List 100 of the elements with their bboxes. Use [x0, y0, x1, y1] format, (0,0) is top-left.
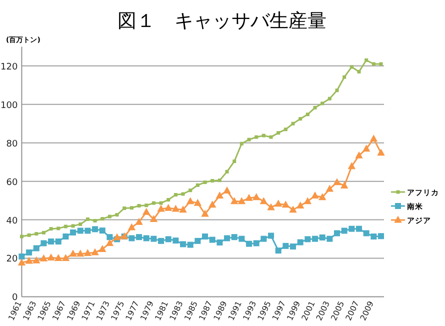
point [27, 233, 31, 237]
point [188, 188, 192, 192]
x-tick-label: 1963 [21, 300, 38, 322]
point [341, 228, 348, 234]
point [25, 256, 33, 264]
x-tick-label: 1999 [285, 300, 302, 322]
point [93, 218, 97, 222]
point [64, 224, 68, 228]
point [49, 227, 53, 231]
point [210, 178, 214, 182]
point [232, 160, 236, 164]
x-tick-label: 1989 [212, 300, 229, 322]
x-tick-label: 1969 [65, 300, 82, 322]
point [113, 233, 121, 240]
point [216, 239, 223, 246]
point [297, 239, 304, 246]
y-tick-label: 20 [6, 254, 18, 265]
point [164, 204, 172, 211]
point [78, 222, 82, 226]
point [289, 206, 297, 213]
point [159, 201, 163, 205]
point [269, 135, 273, 139]
point [296, 202, 304, 209]
point [312, 236, 318, 242]
point [136, 234, 142, 240]
y-tick-label: 100 [0, 100, 18, 111]
point [304, 197, 312, 204]
x-tick-label: 2003 [314, 300, 332, 322]
point [218, 178, 222, 182]
point [350, 65, 354, 69]
point [174, 193, 178, 197]
point [247, 138, 251, 142]
point [318, 193, 326, 200]
y-tick-label: 40 [6, 216, 18, 226]
point [56, 226, 60, 230]
point [152, 201, 156, 205]
point [326, 184, 334, 192]
point [284, 128, 288, 132]
point [282, 200, 290, 208]
x-tick-label: 1979 [138, 300, 156, 322]
point [326, 236, 333, 242]
y-tick-label: 60 [6, 178, 18, 188]
x-tick-label: 1993 [241, 300, 258, 322]
point [135, 218, 143, 225]
point [91, 248, 99, 256]
point [333, 178, 341, 186]
point [216, 192, 224, 199]
point [181, 192, 185, 196]
x-tick-label: 1997 [270, 300, 288, 322]
x-tick-label: 2007 [344, 300, 361, 322]
point [18, 254, 25, 260]
x-tick-label: 1973 [94, 300, 112, 322]
point [291, 122, 295, 126]
x-tick-label: 1983 [168, 300, 185, 322]
point [48, 238, 54, 245]
point [320, 102, 324, 106]
point [290, 244, 296, 250]
point [179, 206, 187, 213]
point [84, 228, 91, 234]
point [76, 250, 84, 257]
point [304, 236, 311, 242]
point [370, 134, 378, 142]
point [313, 106, 317, 110]
point [158, 238, 164, 244]
point [245, 194, 253, 201]
point [194, 238, 201, 244]
x-tick-label: 1965 [36, 300, 53, 322]
point [40, 240, 47, 246]
point [186, 197, 194, 204]
point [122, 206, 126, 210]
point [334, 230, 340, 236]
point [378, 233, 384, 240]
point [180, 241, 186, 248]
point [252, 193, 260, 200]
point [348, 162, 356, 170]
x-tick-label: 1981 [153, 300, 170, 322]
point [62, 234, 69, 240]
x-tick-label: 2001 [300, 300, 317, 322]
point [223, 186, 231, 194]
point [246, 240, 252, 247]
point [34, 232, 38, 236]
point [335, 88, 339, 92]
point [230, 197, 238, 204]
point [311, 192, 319, 199]
point [260, 236, 267, 242]
x-tick-label: 1975 [109, 300, 126, 322]
point [224, 235, 230, 242]
x-tick-label: 1991 [226, 300, 244, 322]
point [238, 236, 245, 242]
point [100, 217, 104, 221]
point [150, 215, 158, 222]
point [203, 180, 207, 184]
point [62, 254, 70, 262]
point [142, 208, 150, 215]
point [150, 236, 157, 242]
point [70, 229, 76, 236]
point [32, 256, 40, 264]
point [362, 144, 370, 152]
point [328, 96, 332, 100]
point [172, 204, 180, 212]
